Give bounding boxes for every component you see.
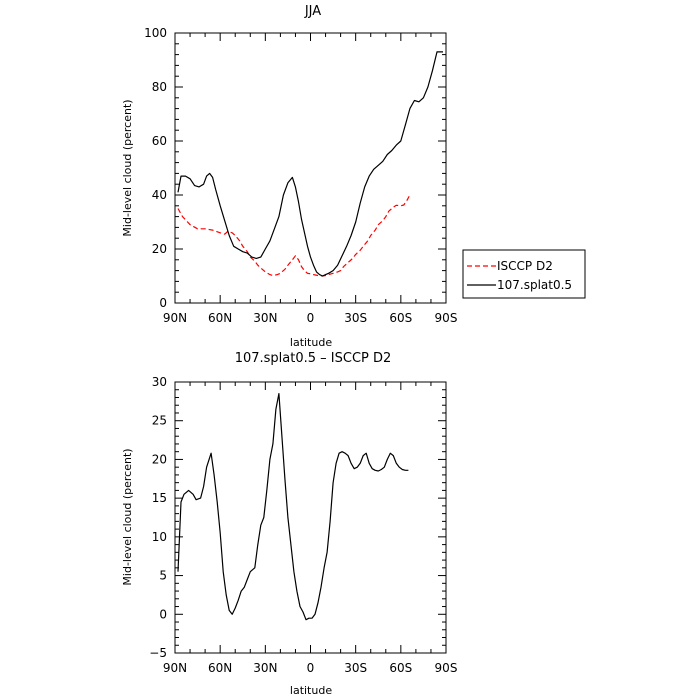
legend-label-isccp: ISCCP D2: [497, 259, 553, 273]
y-tick-label: 100: [144, 26, 167, 40]
y-tick-label: 0: [159, 607, 167, 621]
y-axis-label: Mid-level cloud (percent): [121, 99, 134, 236]
chart-title: 107.splat0.5 – ISCCP D2: [235, 351, 392, 366]
y-tick-labels: 0 20 40 60 80 100: [144, 26, 167, 310]
x-tick-label: 30N: [253, 311, 277, 325]
x-tick-labels: 90N 60N 30N 0 30S 60S 90S: [163, 311, 458, 325]
series-group: [177, 51, 443, 277]
x-tick-label: 60S: [389, 661, 412, 675]
107-splat0-5-series-line: [177, 51, 443, 277]
top-chart-panel: JJA 0 20 40 60 80 100 90N 60N 30N 0 30S 60S 90S lat…: [121, 4, 586, 349]
bottom-chart-panel: 107.splat0.5 – ISCCP D2 −5 0 5 10 15 20 25 30 9…: [121, 351, 457, 697]
x-tick-label: 60N: [208, 311, 232, 325]
axis-ticks: [174, 32, 447, 304]
plot-frame: [174, 381, 447, 654]
y-tick-label: 5: [159, 569, 167, 583]
x-tick-label: 90S: [435, 661, 458, 675]
plot-frame: [174, 32, 447, 304]
x-tick-label: 60N: [208, 661, 232, 675]
y-axis-label: Mid-level cloud (percent): [121, 448, 134, 585]
y-tick-label: 80: [152, 80, 167, 94]
x-tick-label: 90N: [163, 661, 187, 675]
y-tick-label: 10: [152, 530, 167, 544]
chart-title: JJA: [304, 4, 321, 19]
y-tick-label: 20: [152, 452, 167, 466]
y-tick-label: 20: [152, 242, 167, 256]
y-tick-label: 60: [152, 134, 167, 148]
legend-box: [462, 249, 586, 299]
y-tick-label: 0: [159, 296, 167, 310]
legend-label-model: 107.splat0.5: [497, 278, 572, 292]
series-group: [177, 393, 409, 621]
x-tick-label: 30N: [253, 661, 277, 675]
x-tick-label: 30S: [344, 661, 367, 675]
x-tick-label: 0: [307, 661, 315, 675]
x-tick-labels: 90N 60N 30N 0 30S 60S 90S: [163, 661, 458, 675]
y-tick-label: −5: [149, 646, 167, 660]
x-tick-label: 90N: [163, 311, 187, 325]
x-tick-label: 30S: [344, 311, 367, 325]
x-tick-label: 0: [307, 311, 315, 325]
y-tick-label: 15: [152, 491, 167, 505]
x-tick-label: 60S: [389, 311, 412, 325]
y-tick-labels: −5 0 5 10 15 20 25 30: [149, 375, 167, 660]
axis-ticks: [174, 381, 447, 654]
y-tick-label: 25: [152, 414, 167, 428]
x-axis-label: latitude: [290, 336, 332, 349]
y-tick-label: 30: [152, 375, 167, 389]
x-axis-label: latitude: [290, 684, 332, 697]
x-tick-label: 90S: [435, 311, 458, 325]
legend: ISCCP D2 107.splat0.5: [462, 249, 586, 299]
isccp-d2-series-line: [177, 194, 411, 277]
y-tick-label: 40: [152, 188, 167, 202]
difference-series-line: [177, 393, 409, 621]
